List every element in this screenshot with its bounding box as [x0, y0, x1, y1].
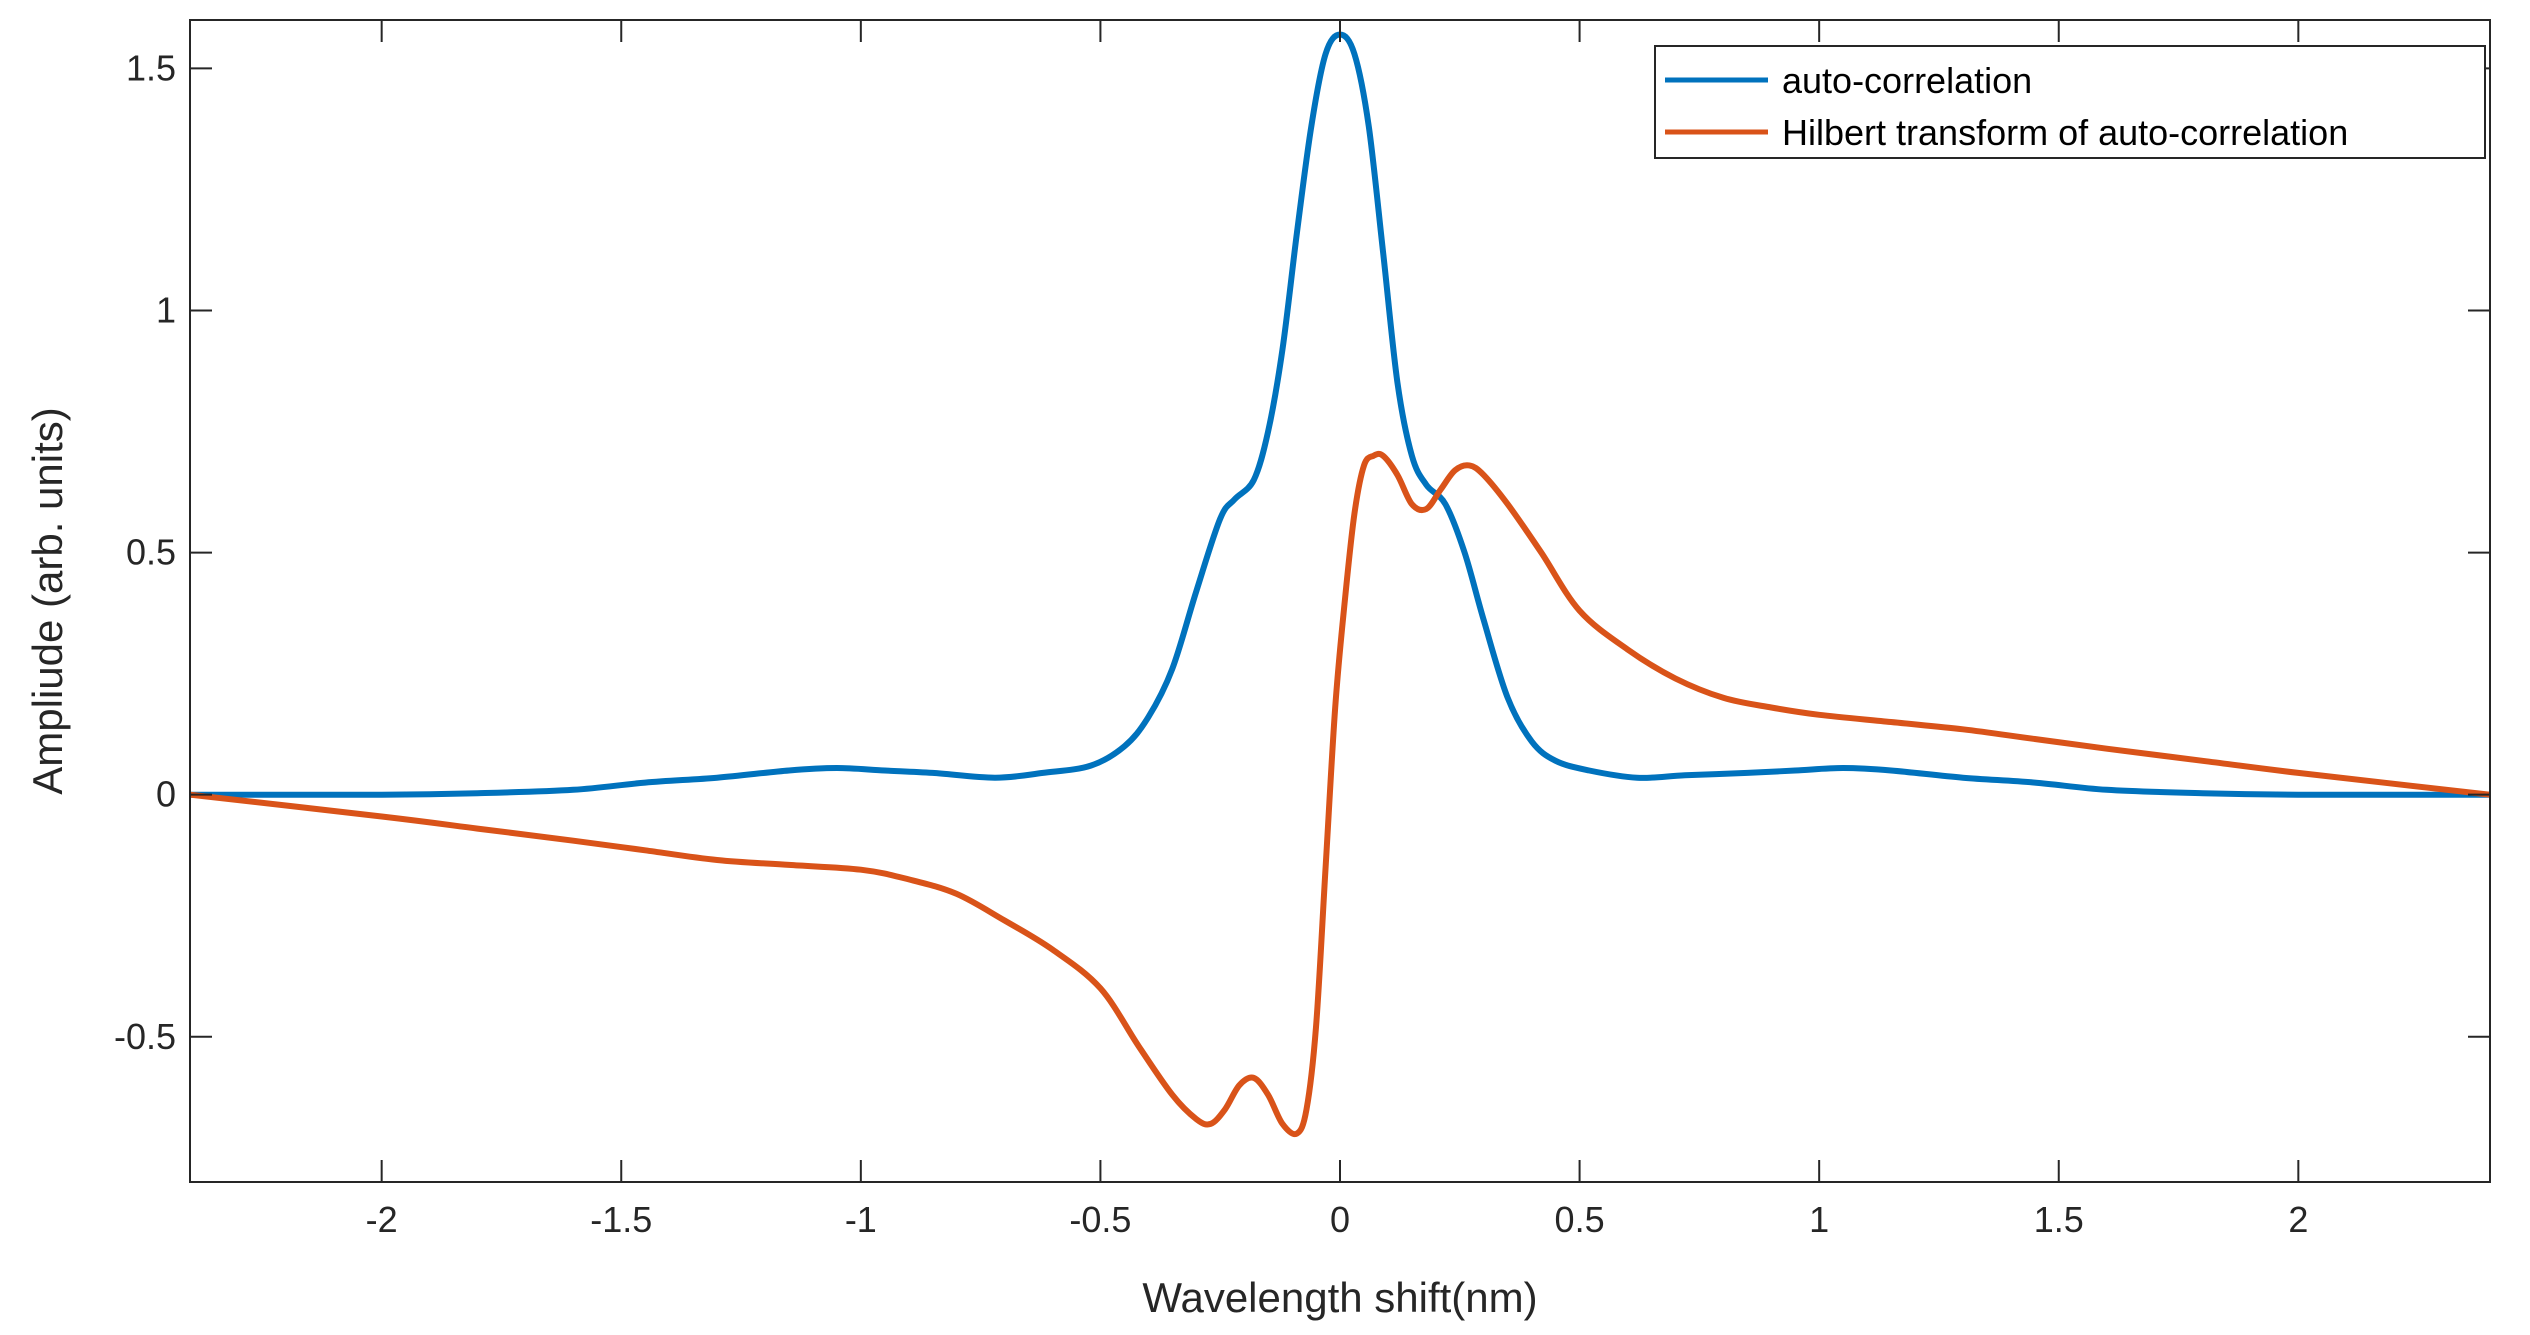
- legend-label-auto-correlation: auto-correlation: [1782, 60, 2032, 101]
- y-tick-label-3: 1: [156, 290, 176, 331]
- legend-label-hilbert-transform: Hilbert transform of auto-correlation: [1782, 112, 2348, 153]
- legend: auto-correlation Hilbert transform of au…: [1654, 45, 2486, 159]
- y-tick-label-2: 0.5: [126, 532, 176, 573]
- y-tick-label-0: -0.5: [114, 1016, 176, 1057]
- x-tick-label-3: -0.5: [1069, 1199, 1131, 1240]
- x-tick-label-4: 0: [1330, 1199, 1350, 1240]
- x-axis-title: Wavelength shift(nm): [1142, 1274, 1537, 1321]
- x-tick-label-0: -2: [366, 1199, 398, 1240]
- x-tick-label-8: 2: [2288, 1199, 2308, 1240]
- y-tick-label-1: 0: [156, 774, 176, 815]
- y-axis-title: Ampliude (arb. units): [24, 407, 71, 795]
- x-tick-label-6: 1: [1809, 1199, 1829, 1240]
- x-tick-label-2: -1: [845, 1199, 877, 1240]
- ticks-layer: -2 -1.5 -1 -0.5 0 0.5 1 1.5 2 -0.5 0 0.5 1 1.5: [114, 20, 2490, 1240]
- hilbert-transform-line: [189, 450, 2491, 1138]
- legend-box: [1654, 45, 2486, 159]
- y-tick-label-4: 1.5: [126, 47, 176, 88]
- x-tick-label-7: 1.5: [2034, 1199, 2084, 1240]
- x-tick-label-1: -1.5: [590, 1199, 652, 1240]
- x-tick-label-5: 0.5: [1555, 1199, 1605, 1240]
